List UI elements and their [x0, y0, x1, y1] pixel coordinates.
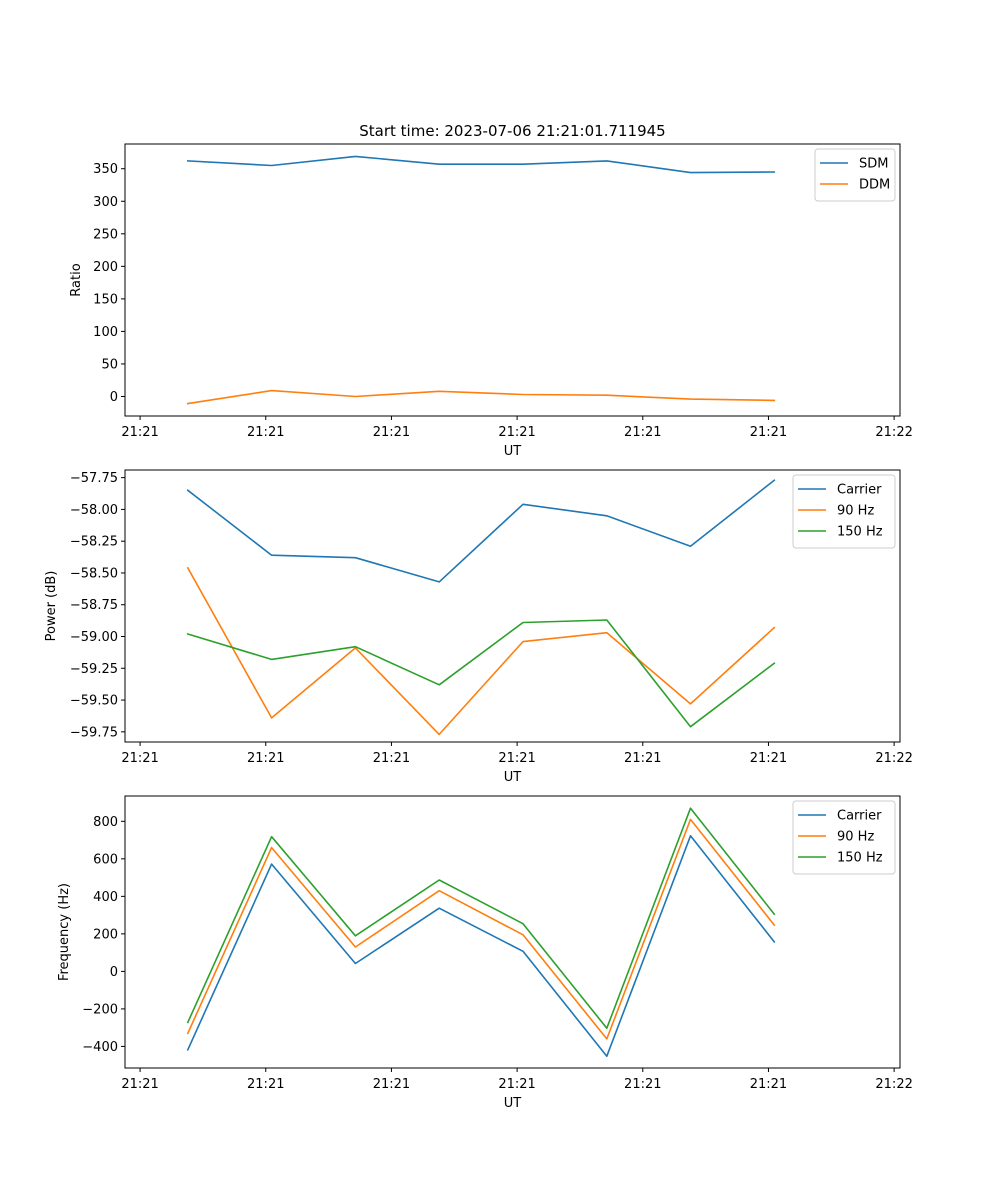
x-tick-label: 21:21 [498, 1077, 535, 1092]
series-line-90-hz [186, 818, 776, 1040]
x-tick-label: 21:21 [121, 425, 158, 440]
plot-frame [124, 143, 901, 417]
plot-frame [124, 795, 901, 1069]
x-axis-label: UT [504, 770, 522, 785]
x-tick-label: 21:21 [624, 425, 661, 440]
y-tick-label: 0 [110, 390, 118, 405]
y-axis-label: Power (dB) [44, 571, 59, 642]
legend-entry: Carrier [837, 809, 882, 824]
x-tick-label: 21:21 [750, 425, 787, 440]
series-line-150-hz [186, 807, 776, 1029]
y-tick-label: 200 [93, 260, 118, 275]
y-tick-label: 0 [110, 965, 118, 980]
legend-entry: SDM [859, 157, 888, 172]
series-line-carrier [186, 479, 776, 583]
series-line-ddm [186, 389, 776, 405]
x-tick-label: 21:21 [247, 1077, 284, 1092]
y-tick-label: −59.75 [70, 725, 118, 740]
legend-entry: 150 Hz [837, 851, 883, 866]
legend-entry: 90 Hz [837, 830, 874, 845]
x-tick-label: 21:21 [624, 1077, 661, 1092]
x-tick-label: 21:22 [875, 1077, 912, 1092]
y-tick-label: 300 [93, 195, 118, 210]
y-tick-label: −59.50 [70, 694, 118, 709]
chart-3: 21:21 21:21 21:21 21:21 21:21 21:21 21:22 −400 −… [57, 795, 913, 1111]
y-tick-label: 600 [93, 852, 118, 867]
series-line-carrier [186, 834, 776, 1057]
x-tick-label: 21:21 [121, 751, 158, 766]
y-tick-label: −58.50 [70, 566, 118, 581]
legend-entry: DDM [859, 178, 890, 193]
chart-2: 21:21 21:21 21:21 21:21 21:21 21:21 21:22 −59.7… [44, 469, 913, 785]
plot-frame [124, 469, 901, 743]
series-line-90-hz [186, 566, 776, 736]
y-tick-label: 200 [93, 927, 118, 942]
series-line-150-hz [186, 619, 776, 728]
y-tick-label: 50 [101, 357, 118, 372]
x-tick-label: 21:21 [247, 425, 284, 440]
y-tick-label: 400 [93, 890, 118, 905]
y-axis-label: Frequency (Hz) [57, 883, 72, 981]
legend: SDM DDM [814, 148, 896, 202]
x-axis-label: UT [504, 1096, 522, 1111]
x-tick-label: 21:21 [373, 1077, 410, 1092]
y-tick-label: 100 [93, 325, 118, 340]
series-line-sdm [186, 155, 776, 174]
x-axis-label: UT [504, 444, 522, 459]
y-tick-label: 250 [93, 227, 118, 242]
x-tick-label: 21:21 [247, 751, 284, 766]
y-tick-label: 350 [93, 162, 118, 177]
legend: Carrier 90 Hz 150 Hz [792, 474, 896, 549]
x-tick-label: 21:21 [750, 1077, 787, 1092]
x-tick-label: 21:21 [121, 1077, 158, 1092]
y-tick-label: 800 [93, 815, 118, 830]
x-tick-label: 21:21 [750, 751, 787, 766]
x-tick-label: 21:21 [498, 751, 535, 766]
x-tick-label: 21:22 [875, 425, 912, 440]
x-tick-label: 21:21 [373, 751, 410, 766]
x-tick-label: 21:21 [498, 425, 535, 440]
chart-1: 21:21 21:21 21:21 21:21 21:21 21:21 21:22 0 50 10… [69, 122, 913, 459]
legend-box [792, 800, 896, 875]
y-tick-label: −58.75 [70, 598, 118, 613]
y-tick-label: −58.00 [70, 503, 118, 518]
y-tick-label: −59.25 [70, 662, 118, 677]
legend-entry: 90 Hz [837, 504, 874, 519]
x-tick-label: 21:22 [875, 751, 912, 766]
legend-entry: Carrier [837, 483, 882, 498]
y-axis-label: Ratio [69, 263, 84, 296]
chart-title: Start time: 2023-07-06 21:21:01.711945 [359, 122, 665, 140]
y-tick-label: −59.00 [70, 630, 118, 645]
y-tick-label: −200 [82, 1002, 118, 1017]
y-tick-label: −400 [82, 1040, 118, 1055]
y-tick-label: −58.25 [70, 535, 118, 550]
legend-box [792, 474, 896, 549]
legend: Carrier 90 Hz 150 Hz [792, 800, 896, 875]
y-tick-label: −57.75 [70, 471, 118, 486]
legend-entry: 150 Hz [837, 525, 883, 540]
legend-box [814, 148, 896, 202]
y-tick-label: 150 [93, 292, 118, 307]
x-tick-label: 21:21 [373, 425, 410, 440]
x-tick-label: 21:21 [624, 751, 661, 766]
